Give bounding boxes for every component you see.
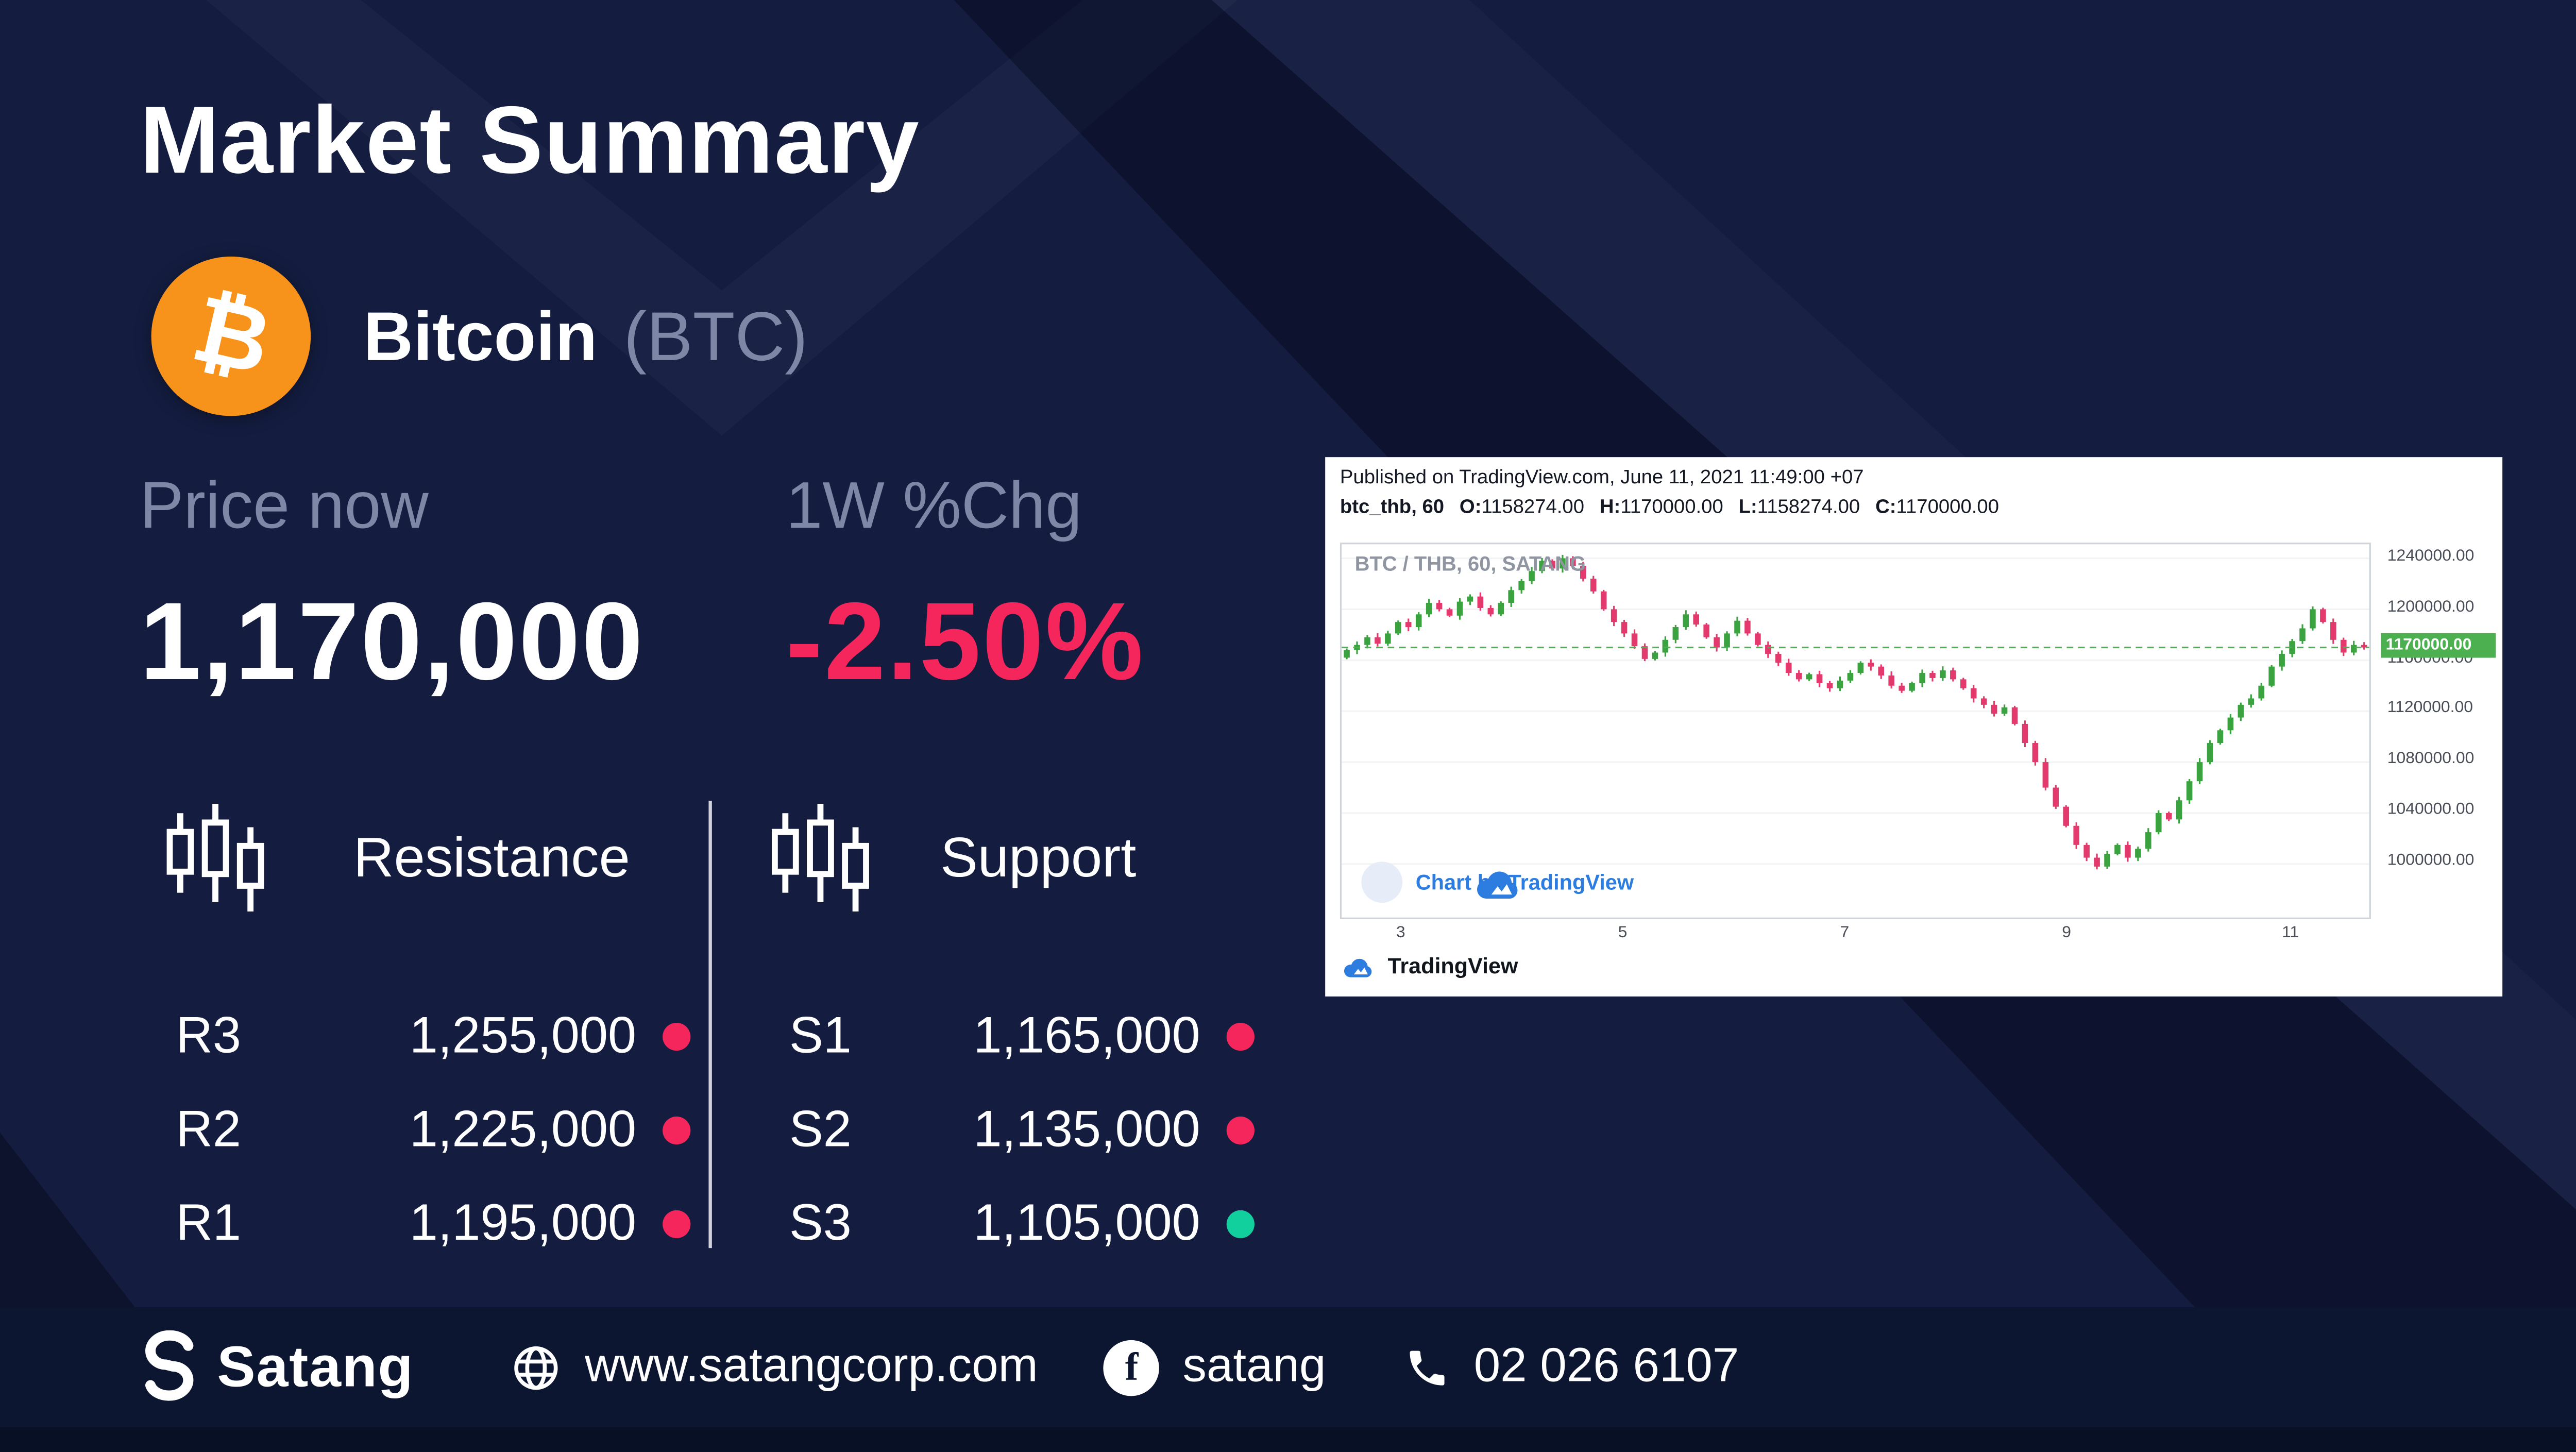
asset-name: Bitcoin — [363, 297, 598, 375]
chart-published-line: Published on TradingView.com, June 11, 2… — [1340, 465, 1864, 488]
y-tick-label: 1080000.00 — [2387, 750, 2475, 769]
footer-facebook: f satang — [1104, 1339, 1326, 1395]
support-row: S2 1,135,000 — [789, 1099, 1255, 1161]
chart-ohlc-line: btc_thb, 60 O:1158274.00 H:1170000.00 L:… — [1340, 495, 1999, 518]
chart-watermark: BTC / THB, 60, SATANG — [1354, 552, 1586, 576]
candlestick-icon — [771, 804, 869, 911]
footer-brand: Satang — [138, 1329, 414, 1405]
footer-facebook-text: satang — [1182, 1340, 1326, 1393]
chart-symbol: btc_thb, 60 — [1340, 495, 1445, 518]
x-tick-label: 11 — [2282, 924, 2299, 942]
level-label: R2 — [176, 1100, 241, 1158]
level-dot — [1226, 1209, 1255, 1238]
asset-ticker: (BTC) — [623, 297, 808, 375]
support-row: S1 1,165,000 — [789, 1005, 1255, 1067]
level-value: 1,255,000 — [409, 1006, 637, 1064]
week-change-value: -2.50% — [786, 580, 1145, 704]
ohlc-close-label: C: — [1875, 495, 1896, 518]
ohlc-open-label: O: — [1459, 495, 1482, 518]
facebook-icon: f — [1104, 1339, 1160, 1395]
tradingview-chart-card: Published on TradingView.com, June 11, 2… — [1325, 457, 2503, 997]
footer-bar: Satang www.satangcorp.com f satang 02 02… — [0, 1307, 2576, 1428]
level-label: R1 — [176, 1193, 241, 1252]
bitcoin-logo-icon: ₿ — [151, 256, 311, 416]
candlestick-icon — [166, 804, 264, 911]
level-dot — [663, 1209, 691, 1238]
y-tick-label: 1120000.00 — [2387, 699, 2473, 718]
ohlc-high-label: H: — [1599, 495, 1621, 518]
footer-phone-text: 02 026 6107 — [1473, 1340, 1739, 1393]
level-label: S3 — [789, 1193, 852, 1252]
chart-y-axis: 1240000.00 1200000.00 1160000.00 1120000.00… — [2381, 543, 2499, 919]
tradingview-logo: TradingView — [1340, 952, 1518, 980]
satang-logo-icon — [145, 1329, 194, 1400]
ohlc-high-value: 1170000.00 — [1620, 495, 1723, 518]
last-price-tag: 1170000.00 — [2381, 632, 2496, 657]
level-value: 1,225,000 — [409, 1100, 637, 1158]
footer-website-text: www.satangcorp.com — [585, 1340, 1038, 1393]
y-tick-label: 1000000.00 — [2387, 852, 2475, 871]
y-tick-label: 1040000.00 — [2387, 801, 2475, 820]
page-title: Market Summary — [140, 87, 920, 194]
y-tick-label: 1200000.00 — [2387, 598, 2475, 616]
support-title: Support — [940, 827, 1137, 890]
resistance-row: R3 1,255,000 — [176, 1005, 691, 1067]
footer-brand-name: Satang — [217, 1334, 414, 1399]
resistance-title: Resistance — [353, 827, 630, 890]
resistance-row: R2 1,225,000 — [176, 1099, 691, 1161]
x-tick-label: 5 — [1618, 924, 1628, 942]
level-label: R3 — [176, 1006, 241, 1064]
tradingview-logo-text: TradingView — [1387, 953, 1518, 978]
support-row: S3 1,105,000 — [789, 1192, 1255, 1255]
chart-candles — [1342, 554, 2369, 870]
footer-phone: 02 026 6107 — [1405, 1340, 1739, 1394]
chart-plot-area: BTC / THB, 60, SATANG Chart by TradingVi… — [1340, 543, 2371, 919]
chart-attribution-text: Chart by TradingView — [1415, 870, 1634, 895]
ohlc-low-label: L: — [1738, 495, 1757, 518]
resistance-row: R1 1,195,000 — [176, 1192, 691, 1255]
globe-icon — [514, 1345, 557, 1389]
x-tick-label: 3 — [1396, 924, 1405, 942]
tradingview-cloud-icon — [1344, 958, 1372, 977]
x-tick-label: 7 — [1840, 924, 1850, 942]
phone-icon — [1410, 1350, 1445, 1385]
footer-bottom-strip — [0, 1427, 2576, 1452]
chart-x-axis: 3 5 7 9 11 — [1340, 922, 2368, 947]
week-change-label: 1W %Chg — [786, 470, 1082, 543]
level-dot — [1226, 1116, 1255, 1144]
price-now-label: Price now — [140, 470, 429, 543]
ohlc-open-value: 1158274.00 — [1481, 495, 1585, 518]
level-label: S1 — [789, 1006, 852, 1064]
level-value: 1,135,000 — [973, 1100, 1200, 1158]
ohlc-close-value: 1170000.00 — [1896, 495, 1999, 518]
levels-divider — [708, 801, 712, 1248]
ohlc-low-value: 1158274.00 — [1757, 495, 1860, 518]
footer-website: www.satangcorp.com — [509, 1340, 1038, 1394]
level-value: 1,165,000 — [973, 1006, 1200, 1064]
y-tick-label: 1240000.00 — [2387, 547, 2475, 565]
level-dot — [1226, 1022, 1255, 1050]
level-dot — [663, 1116, 691, 1144]
price-now-value: 1,170,000 — [140, 580, 645, 704]
x-tick-label: 9 — [2062, 924, 2072, 942]
tradingview-cloud-icon — [1361, 862, 1518, 903]
level-label: S2 — [789, 1100, 852, 1158]
bitcoin-symbol: ₿ — [182, 275, 280, 396]
asset-header: ₿ Bitcoin (BTC) — [151, 256, 808, 416]
level-value: 1,195,000 — [409, 1193, 637, 1252]
level-value: 1,105,000 — [973, 1193, 1200, 1252]
chart-attribution: Chart by TradingView — [1361, 862, 1634, 903]
level-dot — [663, 1022, 691, 1050]
